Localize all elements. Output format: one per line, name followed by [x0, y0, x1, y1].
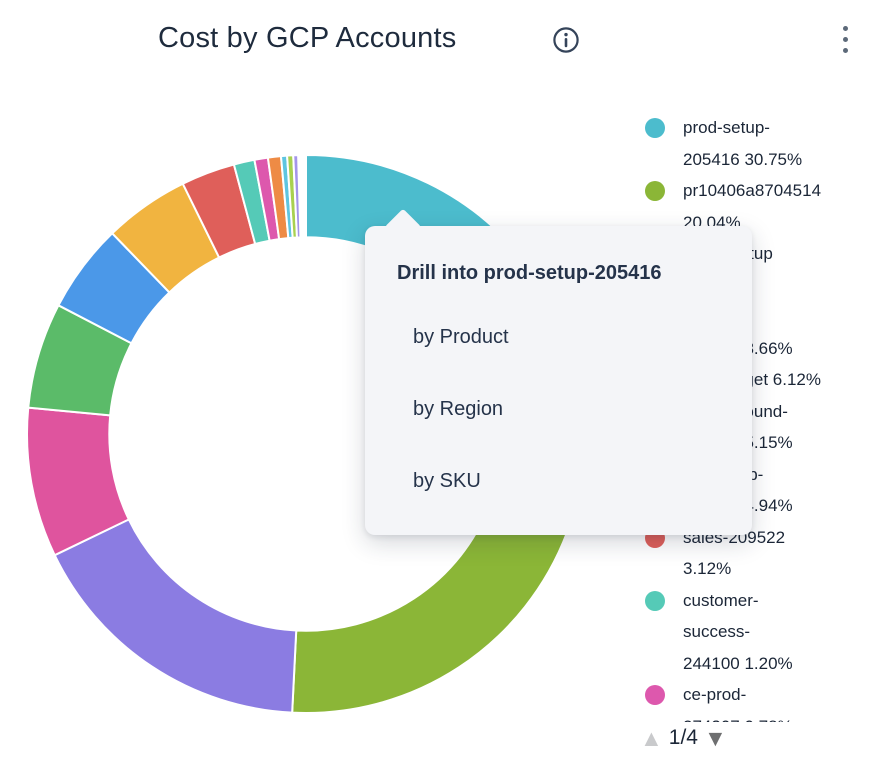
legend-page-up-button[interactable]: ▲	[640, 725, 663, 751]
legend-color-dot	[645, 685, 665, 705]
legend-pagination: ▲ 1/4 ▼	[640, 724, 727, 752]
drill-down-menu: Drill into prod-setup-205416 by Product …	[365, 208, 752, 535]
kebab-menu-button[interactable]	[834, 22, 856, 56]
drill-by-product-option[interactable]: by Product	[413, 326, 509, 348]
legend-item-label: prod-setup- 205416 30.75%	[683, 118, 803, 169]
legend-page-down-button[interactable]: ▼	[703, 725, 727, 751]
info-icon-glyph	[553, 27, 579, 53]
legend-item-label: customer-success- 244100 1.20%	[683, 590, 793, 673]
legend-page-indicator: 1/4	[668, 726, 698, 749]
drill-menu-title: Drill into prod-setup-205416	[397, 262, 662, 284]
chart-title: Cost by GCP Accounts	[158, 22, 457, 54]
legend-item[interactable]: customer-success- 244100 1.20%	[632, 585, 892, 680]
legend-color-dot	[645, 118, 665, 138]
kebab-dot	[842, 36, 848, 42]
kebab-dot	[842, 25, 848, 31]
legend-item[interactable]: prod-setup- 205416 30.75%	[632, 112, 892, 175]
legend-item[interactable]: ce-prod-274307 0.78%	[632, 679, 892, 722]
drill-by-sku-option[interactable]: by SKU	[413, 470, 481, 492]
legend-color-dot	[645, 590, 665, 611]
pie-slice-demo-setup[interactable]	[53, 518, 298, 714]
info-icon[interactable]	[552, 26, 580, 54]
drill-by-region-option[interactable]: by Region	[413, 398, 504, 420]
pie-slice-sliver-4[interactable]	[292, 154, 302, 239]
legend-color-dot	[645, 181, 665, 201]
legend-item-label: ce-prod-274307 0.78%	[683, 685, 793, 722]
kebab-dot	[842, 47, 848, 53]
